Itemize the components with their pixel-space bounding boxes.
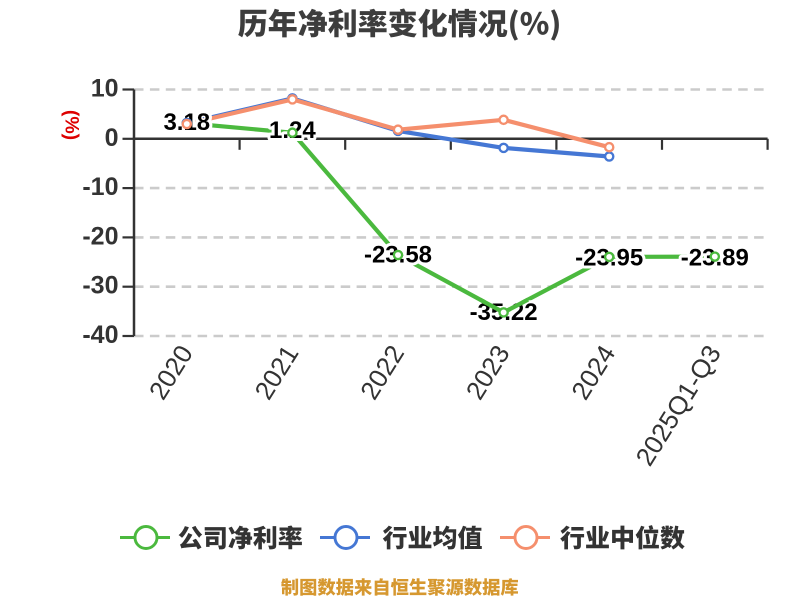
svg-text:-23.95: -23.95 <box>575 245 643 272</box>
svg-text:(%): (%) <box>61 110 83 140</box>
svg-text:0: 0 <box>105 124 119 152</box>
svg-text:-30: -30 <box>82 272 118 300</box>
svg-text:-23.58: -23.58 <box>364 241 432 268</box>
svg-text:-20: -20 <box>82 222 118 250</box>
svg-text:-10: -10 <box>82 173 118 201</box>
svg-text:-40: -40 <box>82 321 118 349</box>
svg-text:1.24: 1.24 <box>269 117 316 144</box>
svg-text:10: 10 <box>91 75 119 103</box>
